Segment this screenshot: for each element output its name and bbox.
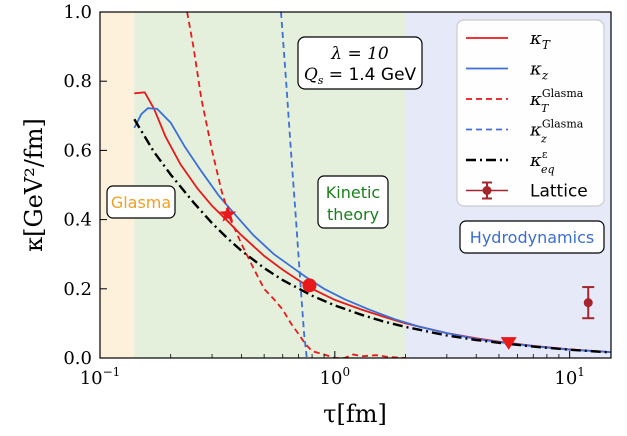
region-0 — [100, 12, 135, 358]
curves — [133, 12, 611, 358]
legend-lattice-point — [482, 186, 492, 195]
marker-star — [219, 205, 237, 222]
marker-circle — [302, 278, 317, 293]
y-tick-label: 0.6 — [63, 140, 92, 161]
annotation-line2: Qs = 1.4 GeV — [304, 65, 417, 87]
y-tick-label: 0.2 — [63, 279, 92, 300]
legend-lattice-label: Lattice — [530, 182, 588, 202]
x-tick-label: 10−1 — [80, 365, 121, 389]
y-tick-label: 0.4 — [63, 210, 92, 231]
parameter-annotation: λ = 10 Qs = 1.4 GeV — [297, 36, 423, 90]
legend-label-2: κGlasma T — [529, 87, 584, 115]
legend-label-1: κz — [529, 59, 549, 83]
plot-frame — [99, 11, 612, 359]
y-tick-label: 1.0 — [63, 2, 92, 23]
legend-label-4: κε eq — [529, 148, 555, 176]
hydro-label-box — [459, 220, 605, 254]
region-labels: Glasma Kinetic theory Hydrodynamics — [106, 175, 605, 254]
x-tick-label: 100 — [320, 365, 351, 389]
axis-labels: τ[fm] κ[GeV²/fm] — [20, 118, 387, 428]
marker-triangle-down — [500, 337, 517, 350]
kinetic-label-line: Kinetic — [326, 183, 380, 202]
legend-label-3: κGlasma z — [529, 118, 584, 146]
hydro-label: Hydrodynamics — [470, 228, 594, 247]
glasma-label: Glasma — [111, 193, 171, 212]
y-axis-label: κ[GeV²/fm] — [20, 118, 48, 252]
series-line-2 — [186, 12, 406, 358]
glasma-label-box — [106, 185, 176, 219]
lattice-point — [583, 298, 593, 308]
annotation-line1: λ = 10 — [330, 44, 389, 64]
legend: κT κz κGlasma T κGlasma zκε eq Lattice — [456, 19, 605, 207]
markers — [219, 205, 595, 350]
kinetic-label-box — [317, 175, 389, 229]
axis-ticks: 0.0 0.2 0.4 0.6 0.8 1.0 10−1 100 101 — [63, 2, 585, 389]
y-tick-label: 0.0 — [63, 348, 92, 369]
annotation-box — [297, 36, 423, 90]
series-line-4 — [133, 118, 611, 354]
y-tick-label: 0.8 — [63, 71, 92, 92]
legend-label-0: κT — [529, 28, 551, 52]
kinetic-label-line: theory — [327, 205, 379, 224]
x-tick-label: 101 — [554, 365, 585, 389]
series-line-3 — [280, 12, 308, 358]
x-axis-label: τ[fm] — [323, 400, 387, 428]
